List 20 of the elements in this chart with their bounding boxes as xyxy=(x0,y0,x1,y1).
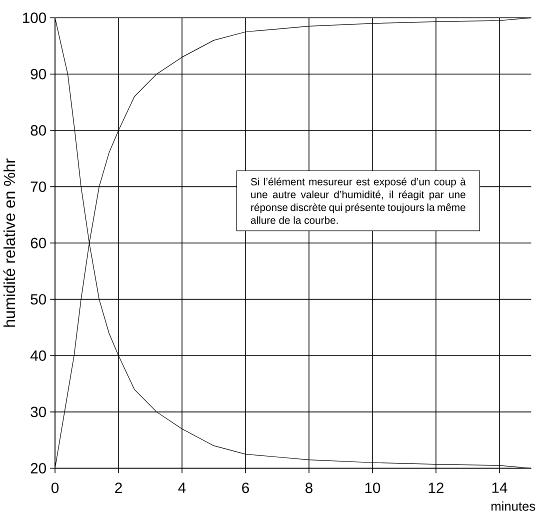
y-tick-label: 40 xyxy=(30,350,46,361)
y-tick-label: 30 xyxy=(30,406,46,417)
annotation: Si l’élément mesureur est exposé d’un coup à une autre valeur d’humidité, il réagit par une réponse discrète qui présente toujours la même allure de la courbe. xyxy=(250,177,466,224)
y-tick-label: 20 xyxy=(30,462,46,474)
x-tick-label: 0 xyxy=(51,482,59,493)
y-tick-label: 100 xyxy=(23,12,46,23)
x-tick-label: 14 xyxy=(492,482,508,493)
x-tick-label: 2 xyxy=(115,482,122,493)
y-tick-label: 60 xyxy=(30,238,46,248)
x-tick-label: 12 xyxy=(428,482,444,493)
y-tick-label: 90 xyxy=(30,68,46,80)
x-tick-label: 10 xyxy=(365,482,380,493)
y-tick-label: 50 xyxy=(30,294,46,304)
x-tick-label: 6 xyxy=(242,482,249,493)
x-tick-label: 4 xyxy=(178,482,186,493)
x-axis-title: minutes xyxy=(491,501,536,511)
x-tick-label: 8 xyxy=(306,482,312,493)
y-tick-label: 70 xyxy=(30,181,46,192)
y-axis-title: humidité relative en %hr xyxy=(3,158,16,326)
y-tick-label: 80 xyxy=(30,124,46,136)
